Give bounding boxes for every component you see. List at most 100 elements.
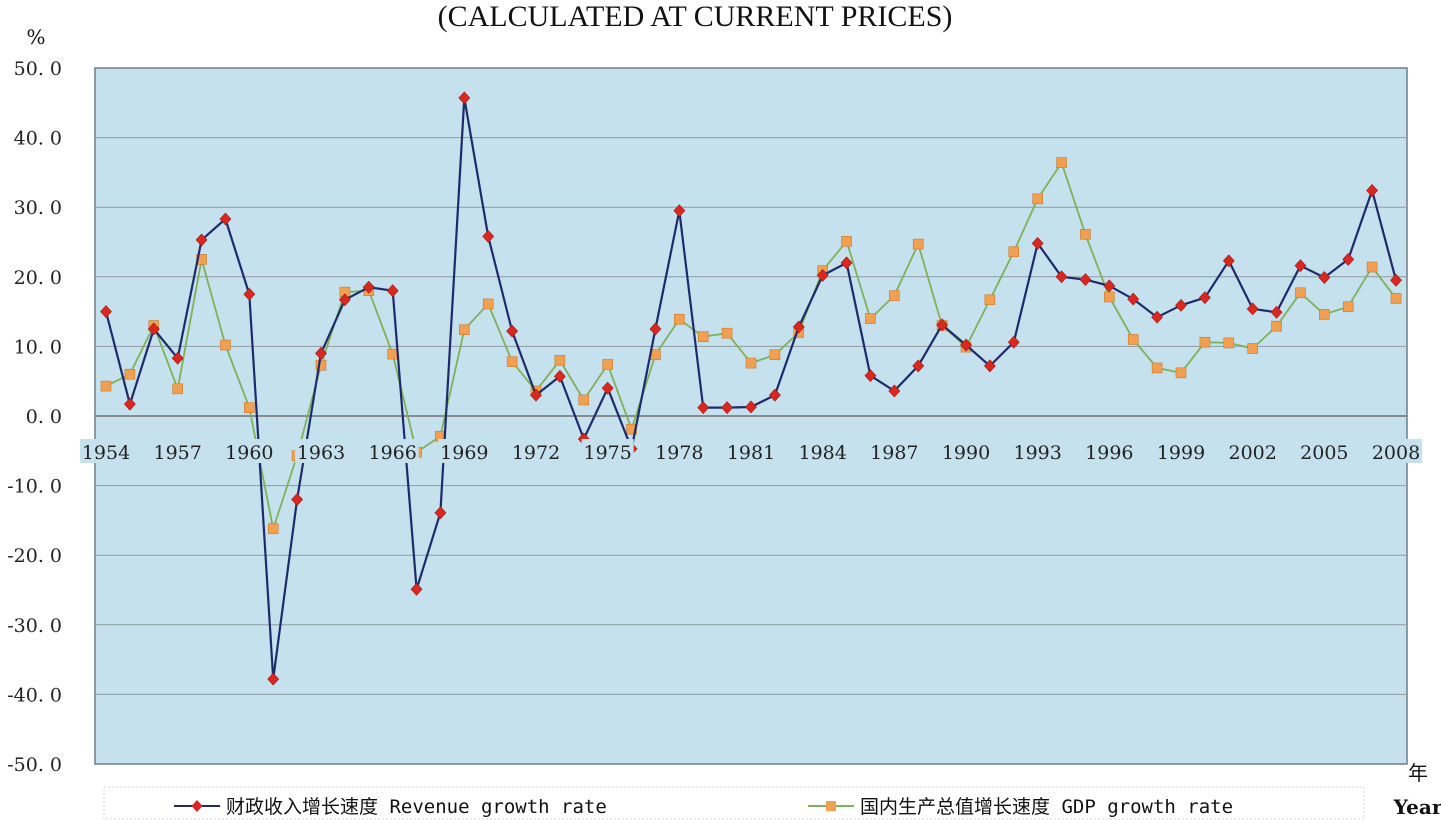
x-tick-label-background xyxy=(796,439,849,463)
data-point xyxy=(674,313,685,325)
data-point xyxy=(1175,298,1187,312)
x-tick-label-background xyxy=(1011,439,1064,463)
data-point xyxy=(1151,362,1163,374)
data-point xyxy=(1318,271,1331,284)
data-point xyxy=(673,204,686,218)
data-point xyxy=(1247,343,1258,354)
data-point xyxy=(458,91,471,105)
data-point xyxy=(530,388,542,402)
data-point xyxy=(386,284,399,298)
legend-marker xyxy=(826,801,836,811)
data-point xyxy=(1390,293,1402,304)
x-tick-label-background xyxy=(1226,439,1279,463)
data-point xyxy=(171,351,184,365)
legend-label: 国内生产总值增长速度 GDP growth rate xyxy=(860,796,1233,818)
x-tick-label-background xyxy=(510,439,562,463)
data-point xyxy=(387,348,398,360)
data-point xyxy=(1151,310,1164,324)
data-point xyxy=(1007,335,1020,349)
legend-label: 财政收入增长速度 Revenue growth rate xyxy=(226,796,607,818)
y-axis-unit-label: % xyxy=(26,25,45,49)
x-tick-label: 1975 xyxy=(583,442,631,464)
data-point xyxy=(1342,301,1354,313)
data-point xyxy=(482,229,495,243)
data-point xyxy=(769,349,781,361)
data-point xyxy=(1223,337,1235,349)
x-tick-label-background xyxy=(151,439,204,463)
data-point xyxy=(172,383,183,395)
chart-title: (CALCULATED AT CURRENT PRICES) xyxy=(438,0,953,33)
data-point xyxy=(123,397,136,411)
data-point xyxy=(602,359,613,370)
data-point xyxy=(792,320,805,334)
x-tick-label: 2008 xyxy=(1372,442,1420,464)
data-point xyxy=(697,331,709,342)
data-point xyxy=(220,339,231,351)
data-point xyxy=(506,356,518,368)
data-point xyxy=(338,293,351,307)
data-point xyxy=(841,236,852,247)
data-point xyxy=(267,523,279,535)
data-point xyxy=(1342,252,1355,266)
data-point xyxy=(768,388,781,402)
x-tick-label-background xyxy=(581,439,634,463)
data-point xyxy=(936,318,949,332)
legend-marker xyxy=(191,800,203,812)
x-tick-label: 1996 xyxy=(1085,442,1133,464)
data-point xyxy=(721,401,734,415)
x-tick-label-background xyxy=(1155,439,1207,463)
data-point xyxy=(362,280,375,294)
x-tick-label-background xyxy=(1370,439,1422,463)
x-axis-label: Year xyxy=(1393,795,1441,819)
data-point xyxy=(1294,259,1307,273)
data-point xyxy=(864,369,877,383)
data-point xyxy=(1366,184,1379,197)
y-axis-ticks: 50. 0 40. 0 30. 0 20. 0 10. 0 0. 0 -10. 0 -20. … xyxy=(7,58,62,776)
data-point xyxy=(1295,287,1306,299)
x-tick-label: 1957 xyxy=(153,442,201,464)
y-tick-label: 40. 0 xyxy=(14,128,62,150)
y-tick-label: 30. 0 xyxy=(14,197,62,219)
data-point xyxy=(434,506,447,520)
data-point xyxy=(459,324,470,335)
data-point xyxy=(960,338,972,352)
data-point xyxy=(1055,270,1068,284)
data-point xyxy=(147,322,160,336)
data-point xyxy=(100,305,112,319)
x-tick-label-background xyxy=(366,439,419,463)
x-tick-label-background xyxy=(80,439,132,463)
y-tick-label: 0. 0 xyxy=(26,406,62,428)
data-point xyxy=(267,672,280,686)
data-point xyxy=(553,369,566,383)
legend: 财政收入增长速度 Revenue growth rate 国内生产总值增长速度 G… xyxy=(103,786,1365,820)
data-point xyxy=(601,381,614,395)
data-point xyxy=(244,402,255,413)
x-tick-label: 1960 xyxy=(225,442,273,464)
y-tick-label: 50. 0 xyxy=(14,58,62,80)
data-point xyxy=(1390,273,1402,287)
data-point xyxy=(983,359,996,373)
x-tick-label: 1954 xyxy=(82,442,130,464)
data-point xyxy=(410,582,423,596)
x-tick-label-background xyxy=(725,439,777,463)
legend-box xyxy=(103,786,1365,820)
x-tick-label-background xyxy=(1298,439,1351,463)
x-tick-label-background xyxy=(438,439,491,463)
y-tick-label: 20. 0 xyxy=(14,267,62,289)
x-tick-label-background xyxy=(653,439,706,463)
series-group xyxy=(100,91,1402,686)
y-tick-label: -50. 0 xyxy=(7,754,62,776)
data-point xyxy=(1127,292,1140,306)
data-point xyxy=(840,256,853,270)
legend-item-1: 财政收入增长速度 Revenue growth rate xyxy=(174,796,607,818)
y-tick-label: 10. 0 xyxy=(14,336,62,358)
data-point xyxy=(1199,336,1211,348)
x-tick-label: 1972 xyxy=(512,442,560,464)
data-point xyxy=(1222,254,1235,268)
data-point xyxy=(1198,291,1211,305)
x-tick-label-background xyxy=(295,439,347,463)
data-point xyxy=(745,400,757,414)
data-point xyxy=(1031,236,1044,250)
data-point xyxy=(1319,309,1330,320)
